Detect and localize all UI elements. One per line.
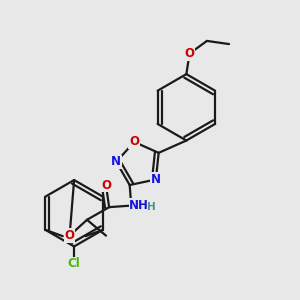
Text: N: N (151, 173, 161, 186)
Text: O: O (64, 229, 75, 242)
Text: Cl: Cl (68, 257, 80, 270)
Text: N: N (111, 155, 121, 168)
Text: O: O (129, 136, 139, 148)
Text: O: O (184, 47, 194, 60)
Text: NH: NH (129, 199, 149, 212)
Text: O: O (101, 178, 111, 191)
Text: H: H (147, 202, 156, 212)
